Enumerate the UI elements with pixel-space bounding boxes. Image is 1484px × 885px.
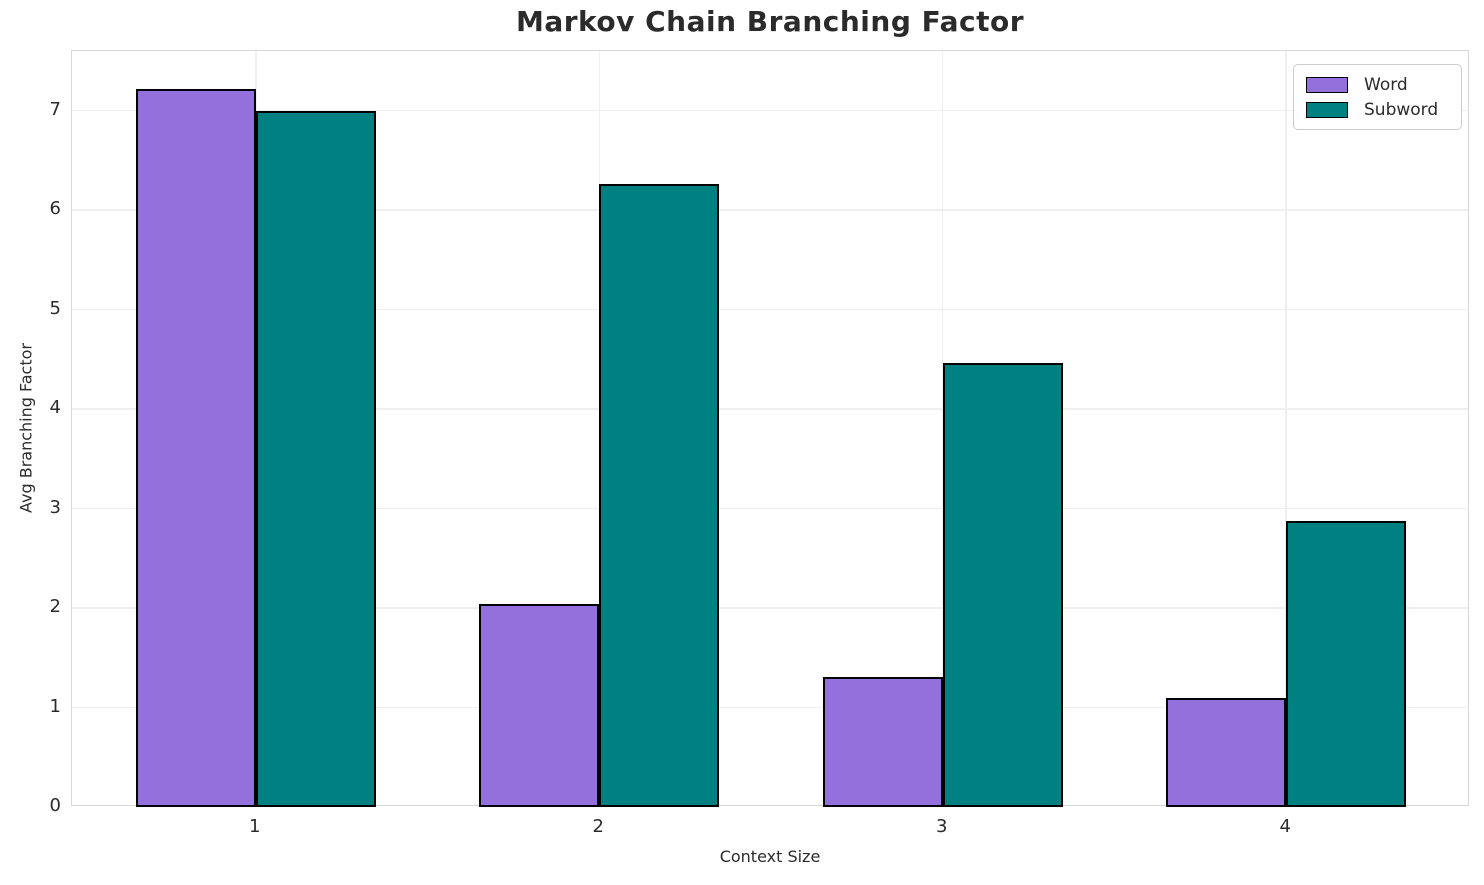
gridline-y-7 bbox=[72, 109, 1468, 112]
x-tick-3: 3 bbox=[936, 816, 948, 837]
bar-word-2 bbox=[479, 604, 600, 807]
legend-label-subword: Subword bbox=[1364, 99, 1439, 120]
gridline-y-1 bbox=[72, 706, 1468, 709]
legend-swatch-subword-icon bbox=[1306, 101, 1348, 118]
bar-subword-4 bbox=[1286, 520, 1407, 807]
y-tick-6: 6 bbox=[49, 198, 61, 220]
y-tick-0: 0 bbox=[49, 795, 61, 816]
gridline-y-4 bbox=[72, 408, 1468, 410]
x-axis-label: Context Size bbox=[719, 847, 821, 866]
gridline-y-5 bbox=[72, 308, 1468, 311]
y-tick-1: 1 bbox=[49, 695, 61, 717]
gridline-x-4 bbox=[1285, 51, 1287, 805]
plot-area bbox=[71, 50, 1469, 807]
bar-word-3 bbox=[822, 676, 943, 807]
gridline-y-3 bbox=[72, 507, 1468, 510]
bar-subword-2 bbox=[599, 184, 720, 807]
chart-title: Markov Chain Branching Factor bbox=[515, 5, 1025, 38]
y-tick-4: 4 bbox=[49, 397, 61, 419]
bar-subword-1 bbox=[255, 110, 376, 807]
legend: Word Subword bbox=[1293, 64, 1462, 130]
y-tick-3: 3 bbox=[49, 496, 61, 518]
x-tick-1: 1 bbox=[249, 816, 261, 837]
legend-item-word: Word bbox=[1294, 72, 1461, 97]
x-tick-2: 2 bbox=[592, 816, 604, 837]
bar-subword-3 bbox=[942, 363, 1063, 807]
bar-word-4 bbox=[1166, 697, 1287, 807]
legend-label-word: Word bbox=[1364, 74, 1408, 95]
y-tick-5: 5 bbox=[49, 297, 61, 319]
bar-word-1 bbox=[135, 88, 256, 807]
gridline-y-2 bbox=[72, 607, 1468, 609]
y-tick-7: 7 bbox=[49, 98, 61, 120]
gridline-y-6 bbox=[72, 209, 1468, 211]
legend-swatch-word-icon bbox=[1306, 76, 1348, 93]
x-tick-4: 4 bbox=[1279, 816, 1291, 837]
y-axis-label: Avg Branching Factor bbox=[16, 343, 36, 513]
legend-item-subword: Subword bbox=[1294, 97, 1461, 122]
y-tick-2: 2 bbox=[49, 596, 61, 618]
